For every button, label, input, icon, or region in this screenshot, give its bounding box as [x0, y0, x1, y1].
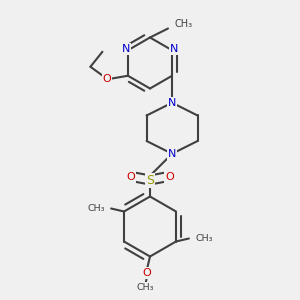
Text: N: N — [169, 44, 178, 54]
Text: N: N — [168, 98, 176, 108]
Text: CH₃: CH₃ — [175, 19, 193, 29]
Text: N: N — [122, 44, 130, 54]
Text: CH₃: CH₃ — [87, 204, 104, 213]
Text: O: O — [126, 172, 135, 182]
Text: O: O — [103, 74, 111, 84]
Text: O: O — [165, 172, 174, 182]
Text: CH₃: CH₃ — [196, 234, 213, 243]
Text: S: S — [146, 173, 154, 187]
Text: N: N — [168, 149, 176, 159]
Text: O: O — [142, 268, 152, 278]
Text: CH₃: CH₃ — [137, 283, 154, 292]
